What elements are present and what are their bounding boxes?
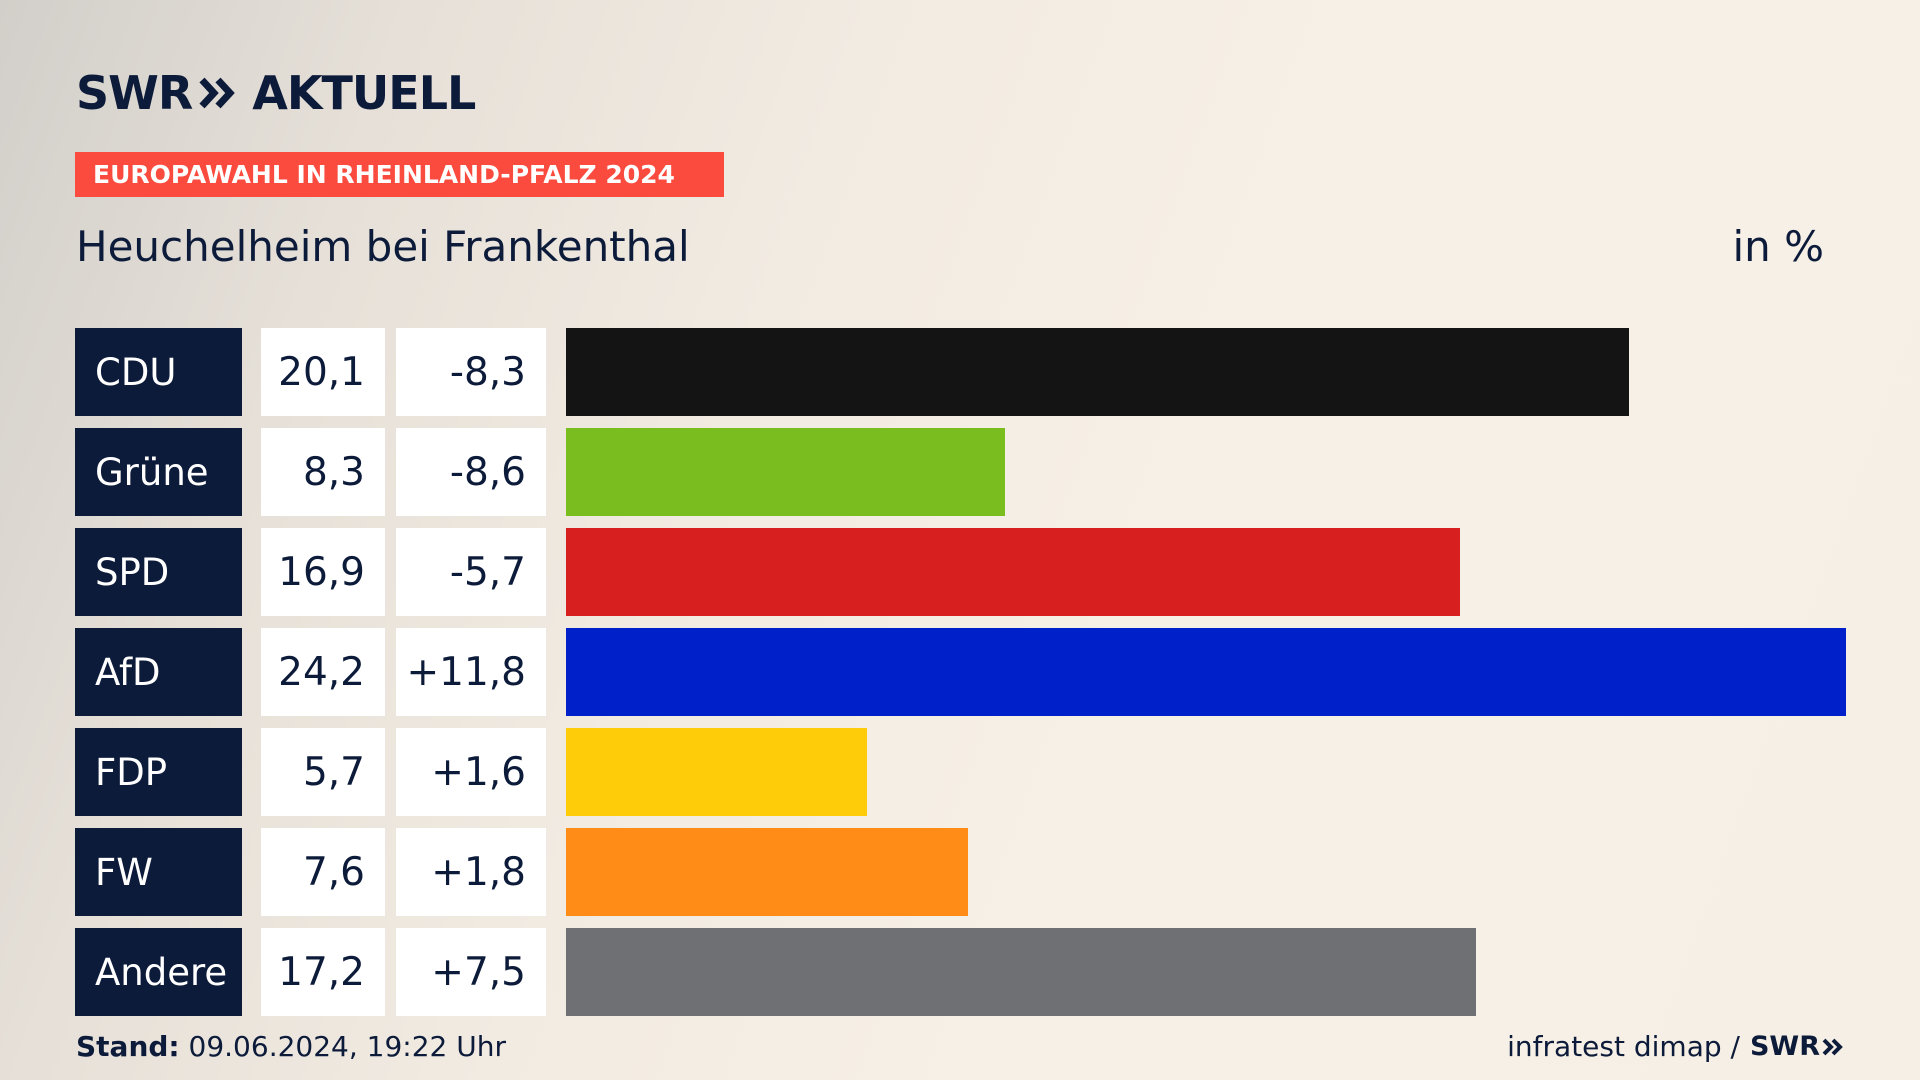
party-label: Andere — [75, 928, 242, 1016]
value-label: 17,2 — [261, 928, 385, 1016]
stand-value: 09.06.2024, 19:22 Uhr — [188, 1030, 506, 1063]
change-label: -5,7 — [396, 528, 546, 616]
party-label: AfD — [75, 628, 242, 716]
unit-label: in % — [1732, 222, 1824, 271]
logo-text: SWR — [76, 66, 193, 120]
chart-row: FW 7,6 +1,8 — [0, 828, 1920, 916]
change-label: -8,3 — [396, 328, 546, 416]
change-label: -8,6 — [396, 428, 546, 516]
double-chevron-icon — [198, 76, 238, 110]
bar — [566, 428, 1005, 516]
party-label: CDU — [75, 328, 242, 416]
value-label: 24,2 — [261, 628, 385, 716]
chart-row: FDP 5,7 +1,6 — [0, 728, 1920, 816]
value-label: 7,6 — [261, 828, 385, 916]
stand-label: Stand: — [76, 1030, 180, 1063]
change-label: +7,5 — [396, 928, 546, 1016]
mini-logo-text: SWR — [1749, 1031, 1820, 1062]
chart-row: CDU 20,1 -8,3 — [0, 328, 1920, 416]
value-label: 20,1 — [261, 328, 385, 416]
chart-row: Grüne 8,3 -8,6 — [0, 428, 1920, 516]
mini-chevron-icon — [1822, 1038, 1843, 1055]
bar — [566, 328, 1629, 416]
chart-subtitle: Heuchelheim bei Frankenthal — [76, 222, 690, 271]
bar — [566, 728, 867, 816]
chart-row: SPD 16,9 -5,7 — [0, 528, 1920, 616]
chart-row: Andere 17,2 +7,5 — [0, 928, 1920, 1016]
party-label: FDP — [75, 728, 242, 816]
source-credit: infratest dimap / SWR — [1507, 1030, 1844, 1063]
logo-suffix: AKTUELL — [252, 66, 476, 120]
chart-row: AfD 24,2 +11,8 — [0, 628, 1920, 716]
banner-text: EUROPAWAHL IN RHEINLAND-PFALZ 2024 — [93, 160, 675, 189]
change-label: +1,8 — [396, 828, 546, 916]
swr-aktuell-logo: SWR AKTUELL — [76, 66, 476, 120]
party-label: SPD — [75, 528, 242, 616]
bar — [566, 628, 1846, 716]
bar — [566, 528, 1460, 616]
value-label: 8,3 — [261, 428, 385, 516]
bar — [566, 828, 968, 916]
party-label: FW — [75, 828, 242, 916]
bar — [566, 928, 1476, 1016]
change-label: +1,6 — [396, 728, 546, 816]
election-banner: EUROPAWAHL IN RHEINLAND-PFALZ 2024 — [75, 152, 724, 197]
source-text: infratest dimap / — [1507, 1030, 1740, 1063]
value-label: 16,9 — [261, 528, 385, 616]
swr-mini-logo: SWR — [1750, 1031, 1844, 1062]
timestamp: Stand: 09.06.2024, 19:22 Uhr — [76, 1030, 506, 1063]
change-label: +11,8 — [396, 628, 546, 716]
value-label: 5,7 — [261, 728, 385, 816]
party-label: Grüne — [75, 428, 242, 516]
